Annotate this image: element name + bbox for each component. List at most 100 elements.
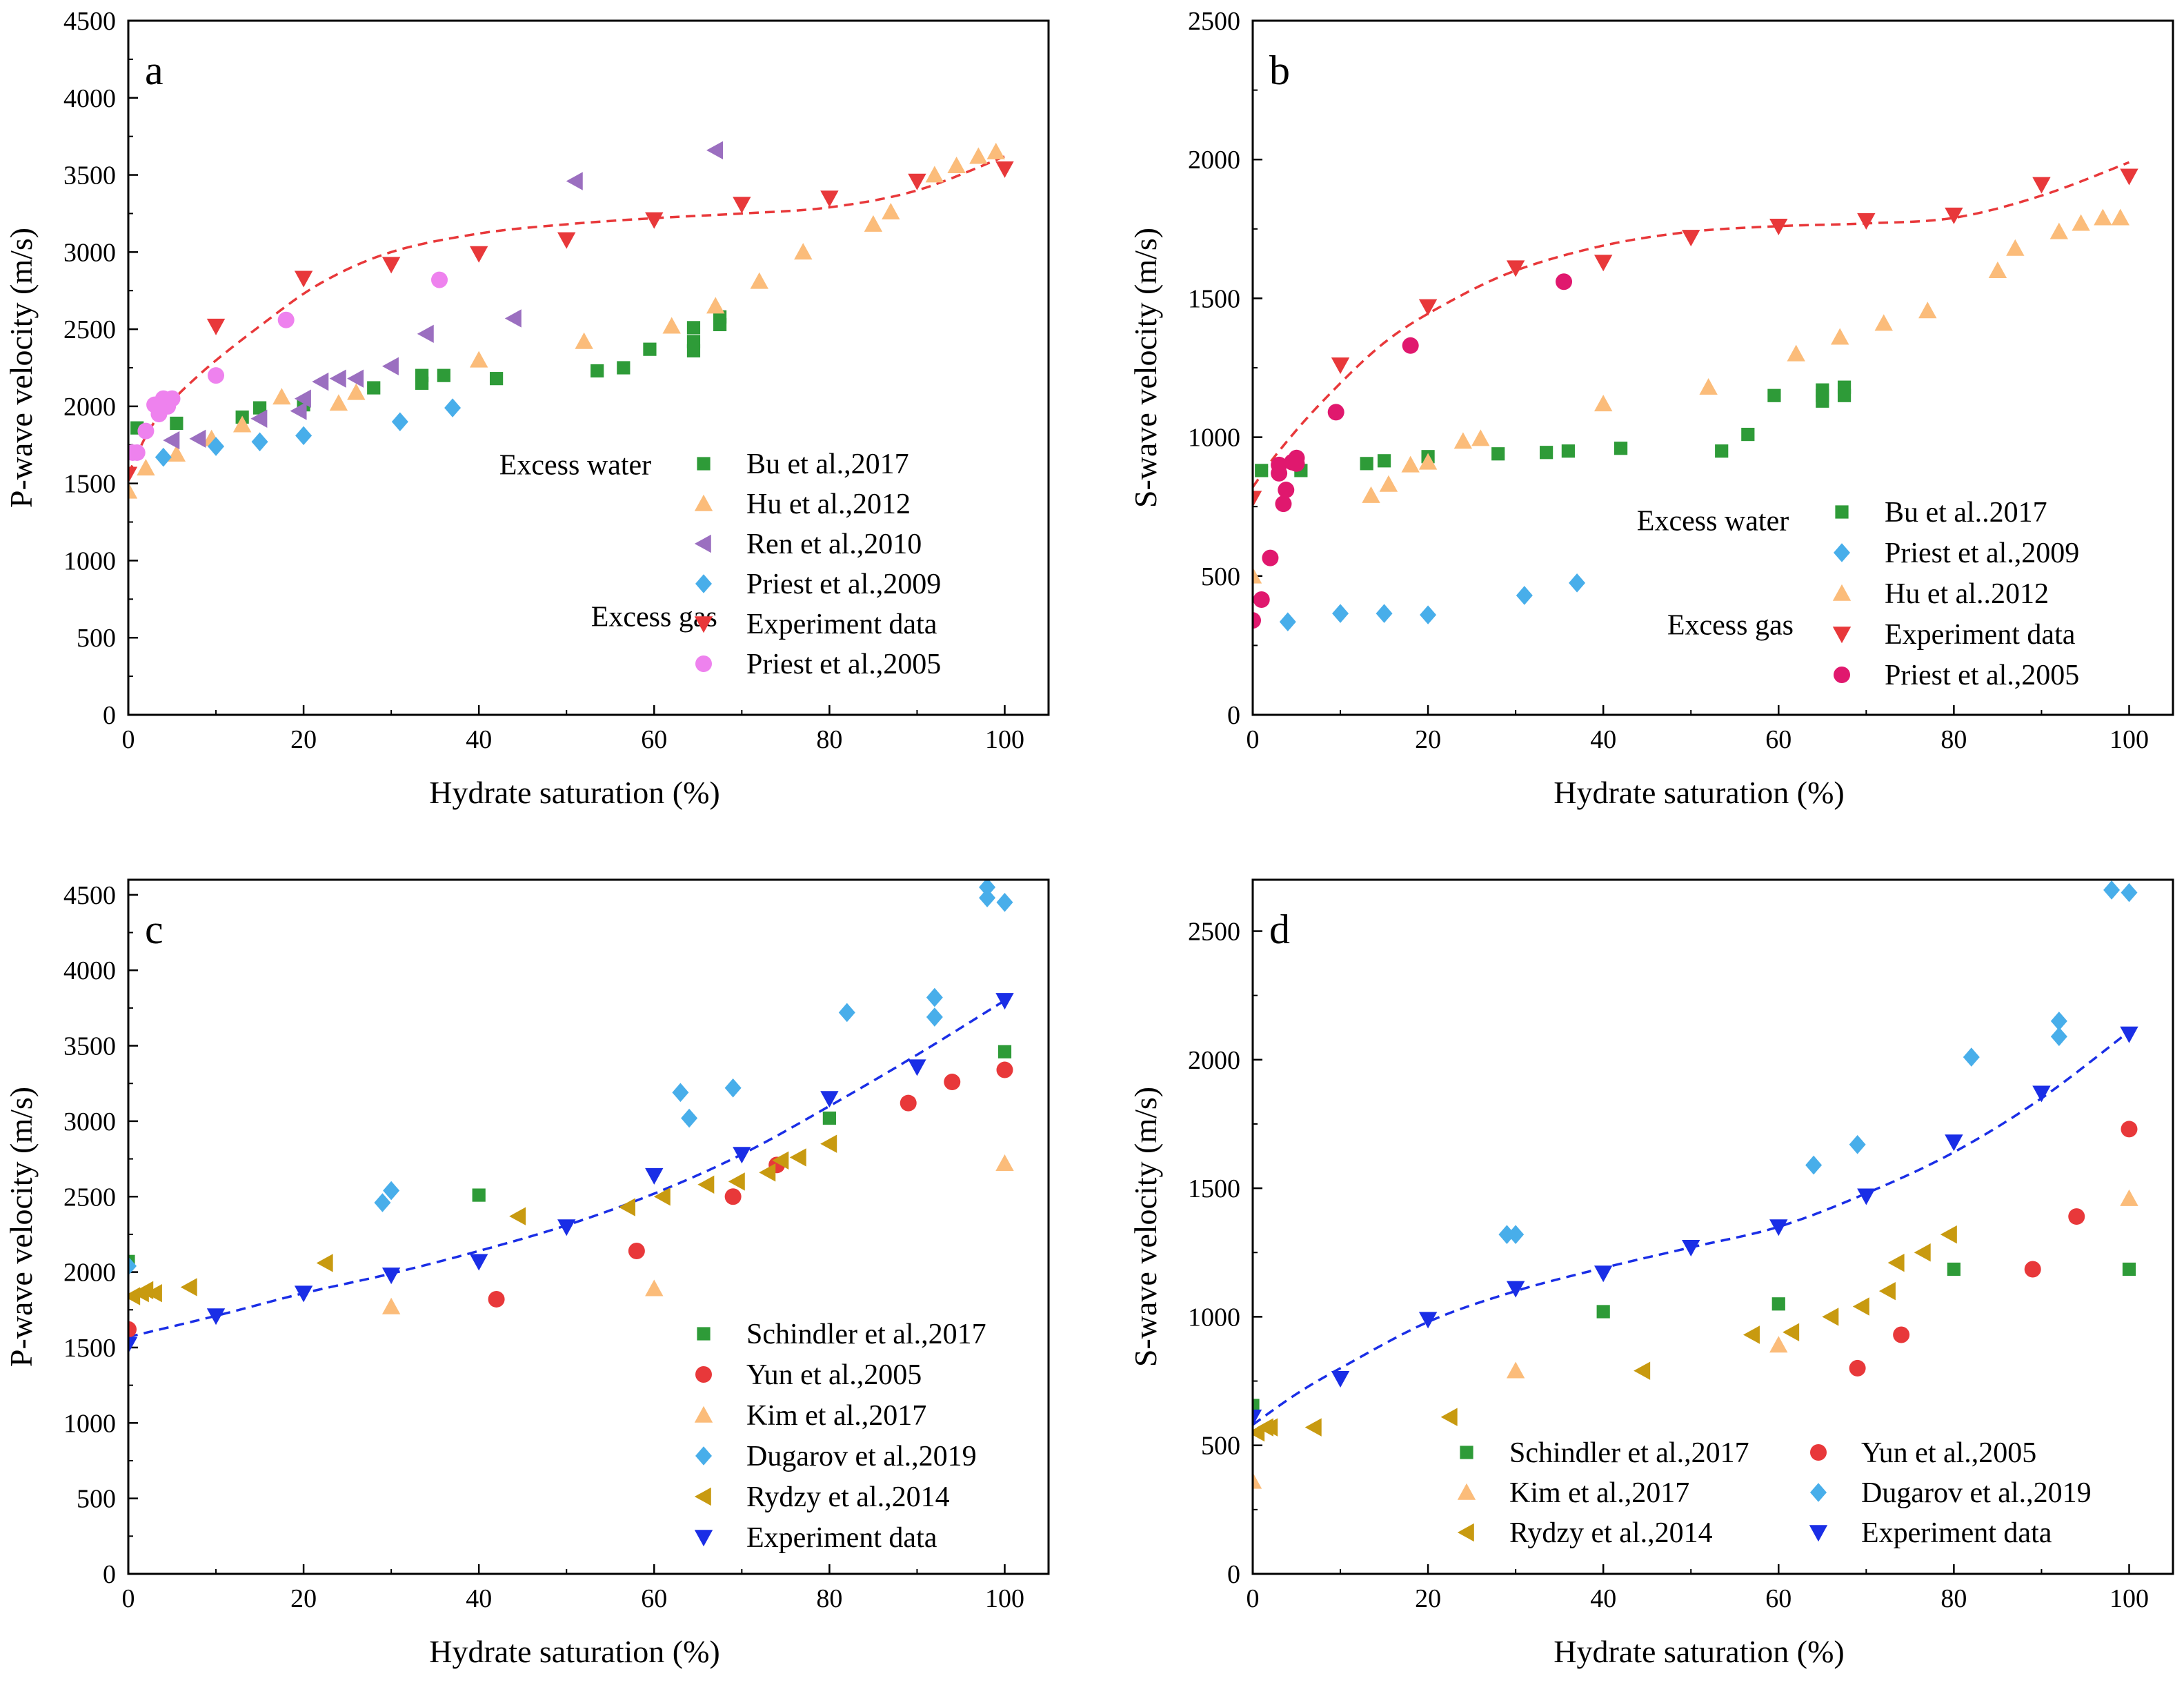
legend-label: Yun et al.,2005	[1861, 1437, 2036, 1469]
x-tick-label: 60	[641, 1584, 667, 1613]
legend-marker	[1460, 1446, 1473, 1459]
data-point	[128, 1337, 138, 1354]
y-axis-title: S-wave velocity (m/s)	[1128, 1087, 1163, 1367]
legend-item: Experiment data	[1832, 619, 2076, 651]
x-tick-label: 20	[1415, 725, 1441, 754]
y-tick-label: 3000	[63, 238, 116, 267]
legend: Bu et al..2017 Priest et al.,2009 Hu et al…	[1832, 497, 2079, 691]
data-point	[290, 402, 307, 420]
data-point	[469, 246, 488, 263]
data-point	[367, 381, 381, 395]
data-point	[329, 394, 348, 411]
series-1	[128, 142, 1005, 499]
data-point	[794, 243, 813, 260]
y-tick-label: 0	[1227, 1560, 1240, 1589]
data-point	[316, 1254, 333, 1272]
legend-item: Priest et al.,2005	[695, 649, 941, 680]
data-point	[189, 429, 206, 448]
data-point	[1682, 1240, 1700, 1257]
legend-item: Rydzy et al.,2014	[1457, 1517, 1713, 1549]
data-point	[381, 357, 399, 375]
series-2	[1253, 208, 2130, 584]
plot-frame	[127, 19, 1050, 716]
data-point	[2120, 1026, 2138, 1043]
series-4	[1253, 1225, 1957, 1442]
y-tick-label: 0	[1227, 701, 1240, 730]
legend-item: Experiment data	[694, 609, 937, 640]
data-point	[294, 1285, 313, 1303]
legend-label: Rydzy et al.,2014	[1509, 1517, 1713, 1549]
series-1	[1849, 1121, 2138, 1377]
data-point	[2103, 880, 2121, 900]
data-point	[1418, 299, 1438, 316]
x-tick-label: 40	[1590, 725, 1616, 754]
legend: Schindler et al.,2017 Yun et al.,2005 Kim …	[1457, 1437, 2092, 1549]
data-point	[488, 1290, 505, 1308]
y-tick-label: 2000	[63, 1259, 116, 1288]
legend-item: Hu et al..2012	[1832, 578, 2049, 610]
legend-label: Priest et al.,2009	[746, 569, 941, 600]
data-point	[772, 1151, 789, 1170]
y-tick-label: 500	[77, 624, 116, 653]
data-point	[251, 432, 268, 452]
panel-letter: d	[1269, 907, 1290, 952]
data-point	[1262, 549, 1279, 566]
data-point	[374, 1193, 391, 1212]
legend-label: Yun et al.,2005	[746, 1359, 922, 1391]
data-point	[1253, 566, 1262, 584]
y-tick-label: 3000	[63, 1107, 116, 1136]
legend-label: Priest et al.,2005	[1885, 660, 2079, 691]
data-point	[1852, 1297, 1869, 1316]
data-point	[128, 444, 146, 461]
data-point	[437, 368, 450, 382]
series-1	[1279, 573, 1586, 631]
data-point	[1556, 273, 1573, 290]
data-point	[1918, 302, 1937, 319]
y-tick-label: 1000	[63, 546, 116, 575]
legend-marker	[694, 534, 711, 553]
data-point	[733, 197, 751, 214]
data-point	[728, 1172, 745, 1191]
data-point	[864, 215, 883, 232]
data-point	[2068, 1208, 2085, 1225]
y-tick-label: 500	[1201, 1432, 1240, 1461]
data-point	[686, 335, 701, 348]
legend-marker	[694, 1487, 711, 1506]
data-point	[653, 1187, 671, 1206]
legend-label: Experiment data	[1861, 1517, 2052, 1549]
series-3	[128, 880, 1013, 1276]
data-point	[1837, 380, 1852, 394]
x-tick-label: 60	[641, 725, 667, 754]
data-point	[347, 383, 366, 400]
series-0	[1253, 1262, 2136, 1412]
plot-frame	[1251, 19, 2174, 716]
data-point	[617, 361, 631, 375]
data-point	[995, 161, 1014, 178]
data-point	[628, 1242, 645, 1259]
data-point	[820, 1091, 839, 1108]
data-point	[1561, 444, 1575, 458]
data-point	[1540, 446, 1553, 460]
y-tick-label: 1500	[63, 470, 116, 499]
y-tick-label: 2500	[63, 1183, 116, 1212]
data-point	[1878, 1281, 1896, 1301]
data-point	[1741, 427, 1755, 442]
x-tick-label: 40	[466, 1584, 492, 1613]
data-point	[2094, 208, 2112, 226]
data-point	[557, 232, 576, 249]
series-4	[1253, 273, 1573, 629]
data-point	[381, 1297, 401, 1314]
data-point	[1769, 218, 1788, 235]
series-1	[128, 1061, 1013, 1338]
legend-label: Bu et al.,2017	[746, 448, 909, 480]
data-point	[1401, 455, 1420, 473]
panel-letter: b	[1269, 48, 1290, 93]
legend-item: Yun et al.,2005	[695, 1359, 922, 1391]
data-point	[391, 412, 408, 432]
data-point	[1516, 586, 1533, 605]
panel-b: 0 20 40 60 80 10005001000150020002500Hydrate …	[1128, 7, 2174, 810]
panel-letter: c	[145, 907, 163, 952]
data-point	[1271, 456, 1288, 473]
data-point	[294, 389, 311, 408]
